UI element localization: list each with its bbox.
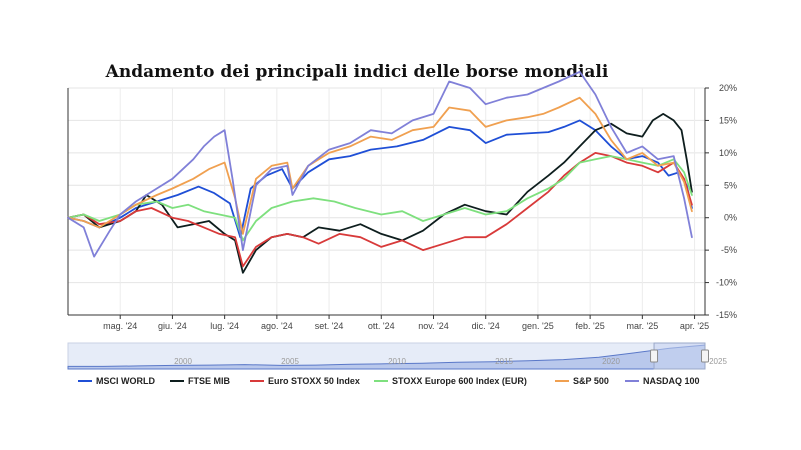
- navigator-left-handle[interactable]: [650, 349, 659, 363]
- y-tick-label: -5%: [721, 245, 737, 255]
- y-tick-label: -15%: [716, 310, 737, 320]
- x-tick-label: ott. '24: [368, 321, 395, 331]
- navigator-year-label: 2015: [495, 357, 513, 366]
- legend-label: STOXX Europe 600 Index (EUR): [392, 376, 527, 386]
- legend-label: S&P 500: [573, 376, 609, 386]
- legend-item[interactable]: MSCI WORLD: [78, 376, 155, 386]
- y-tick-label: 15%: [719, 115, 737, 125]
- series-lines: [67, 70, 693, 274]
- series-line-s-p-500: [67, 96, 693, 235]
- legend-item[interactable]: FTSE MIB: [170, 376, 230, 386]
- x-tick-label: lug. '24: [210, 321, 239, 331]
- legend-label: Euro STOXX 50 Index: [268, 376, 360, 386]
- x-tick-label: apr. '25: [680, 321, 709, 331]
- legend-label: FTSE MIB: [188, 376, 230, 386]
- y-tick-label: 0%: [724, 213, 737, 223]
- range-navigator[interactable]: 2000 2005 2010 2015 2020 2025: [67, 342, 727, 370]
- x-tick-label: feb. '25: [576, 321, 605, 331]
- navigator-right-handle[interactable]: [701, 349, 709, 363]
- plot-area: [68, 88, 705, 315]
- legend-item[interactable]: Euro STOXX 50 Index: [250, 376, 360, 386]
- navigator-year-label: 2005: [281, 357, 299, 366]
- y-tick-label: 5%: [724, 180, 737, 190]
- y-tick-label: 10%: [719, 148, 737, 158]
- y-tick-label: 20%: [719, 83, 737, 93]
- y-axis-ticks: -15% -10% -5% 0% 5% 10% 15% 20%: [705, 83, 737, 320]
- legend: MSCI WORLD FTSE MIB Euro STOXX 50 Index STO…: [78, 376, 700, 386]
- gridlines: [68, 87, 705, 316]
- navigator-handles[interactable]: [650, 349, 709, 363]
- legend-label: NASDAQ 100: [643, 376, 700, 386]
- x-tick-label: mar. '25: [626, 321, 658, 331]
- navigator-year-labels: 2000 2005 2010 2015 2020 2025: [174, 357, 727, 366]
- x-tick-label: gen. '25: [522, 321, 554, 331]
- legend-label: MSCI WORLD: [96, 376, 155, 386]
- series-line-euro-stoxx-50-index: [67, 152, 693, 268]
- x-axis-ticks: mag. '24 giu. '24 lug. '24 ago. '24 set. '24…: [103, 315, 709, 331]
- y-tick-label: -10%: [716, 278, 737, 288]
- x-tick-label: set. '24: [315, 321, 344, 331]
- navigator-selection[interactable]: [653, 342, 706, 370]
- x-tick-label: mag. '24: [103, 321, 137, 331]
- x-tick-label: nov. '24: [418, 321, 449, 331]
- legend-item[interactable]: NASDAQ 100: [625, 376, 700, 386]
- x-tick-label: dic. '24: [472, 321, 500, 331]
- legend-item[interactable]: STOXX Europe 600 Index (EUR): [374, 376, 527, 386]
- navigator-year-label: 2020: [602, 357, 620, 366]
- navigator-year-label: 2000: [174, 357, 192, 366]
- navigator-year-label: 2025: [709, 357, 727, 366]
- navigator-year-label: 2010: [388, 357, 406, 366]
- x-tick-label: ago. '24: [261, 321, 293, 331]
- series-line-ftse-mib: [67, 113, 693, 274]
- series-line-nasdaq-100: [67, 70, 693, 258]
- legend-item[interactable]: S&P 500: [555, 376, 609, 386]
- x-tick-label: giu. '24: [158, 321, 187, 331]
- chart-title: Andamento dei principali indici delle bo…: [105, 62, 609, 82]
- series-line-stoxx-europe-600-index-eur: [67, 155, 693, 242]
